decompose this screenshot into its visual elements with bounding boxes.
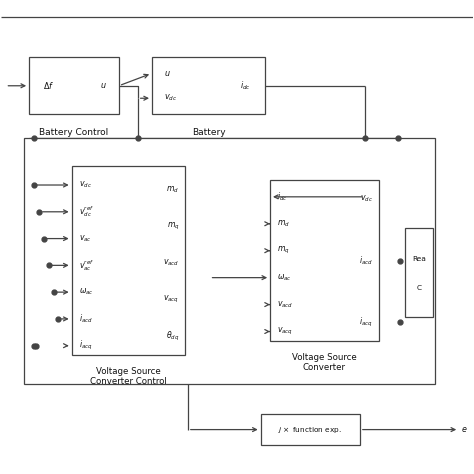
Text: $v_{dc}$: $v_{dc}$: [79, 180, 91, 190]
Text: $i_{acq}$: $i_{acq}$: [359, 316, 373, 328]
Text: $u$: $u$: [100, 81, 107, 90]
Text: $m_d$: $m_d$: [277, 219, 290, 229]
Bar: [29, 57, 119, 114]
Text: $v_{acq}$: $v_{acq}$: [163, 294, 179, 305]
Bar: [270, 180, 379, 341]
Text: $v_{ac}$: $v_{ac}$: [79, 233, 91, 244]
Text: $i_{dc}$: $i_{dc}$: [277, 191, 288, 203]
Text: $\theta_{dq}$: $\theta_{dq}$: [166, 330, 179, 343]
Text: $v_{acd}$: $v_{acd}$: [277, 300, 293, 310]
Text: Rea: Rea: [412, 256, 426, 262]
Bar: [72, 166, 185, 355]
Bar: [152, 57, 265, 114]
Text: $\omega_{ac}$: $\omega_{ac}$: [277, 273, 292, 283]
Text: Battery Control: Battery Control: [39, 128, 109, 137]
Text: $e$: $e$: [462, 425, 468, 434]
Text: Battery: Battery: [192, 128, 226, 137]
Text: $v_{dc}^{ref}$: $v_{dc}^{ref}$: [79, 204, 94, 219]
Text: C: C: [417, 285, 421, 291]
Bar: [24, 138, 436, 383]
Text: $v_{acd}$: $v_{acd}$: [163, 258, 179, 268]
Text: $m_d$: $m_d$: [166, 184, 179, 195]
Text: $\Delta f$: $\Delta f$: [43, 80, 55, 91]
Text: $\omega_{ac}$: $\omega_{ac}$: [79, 287, 93, 297]
Text: $i_{dc}$: $i_{dc}$: [240, 80, 251, 92]
Text: $m_q$: $m_q$: [166, 221, 179, 232]
Text: $v_{ac}^{ref}$: $v_{ac}^{ref}$: [79, 258, 94, 273]
Text: $j \times$ function exp.: $j \times$ function exp.: [278, 425, 342, 435]
Text: $i_{acd}$: $i_{acd}$: [79, 313, 92, 325]
Text: $v_{dc}$: $v_{dc}$: [164, 93, 177, 103]
Text: $u$: $u$: [164, 69, 171, 78]
Text: Voltage Source
Converter Control: Voltage Source Converter Control: [90, 367, 167, 386]
Bar: [405, 228, 433, 318]
Text: Voltage Source
Converter: Voltage Source Converter: [292, 353, 357, 372]
Text: $i_{acq}$: $i_{acq}$: [79, 339, 92, 352]
Text: $m_q$: $m_q$: [277, 245, 290, 256]
Text: $v_{acq}$: $v_{acq}$: [277, 326, 293, 337]
Text: $i_{acd}$: $i_{acd}$: [359, 255, 373, 267]
Text: $v_{dc}$: $v_{dc}$: [360, 194, 373, 204]
Bar: [261, 414, 360, 445]
